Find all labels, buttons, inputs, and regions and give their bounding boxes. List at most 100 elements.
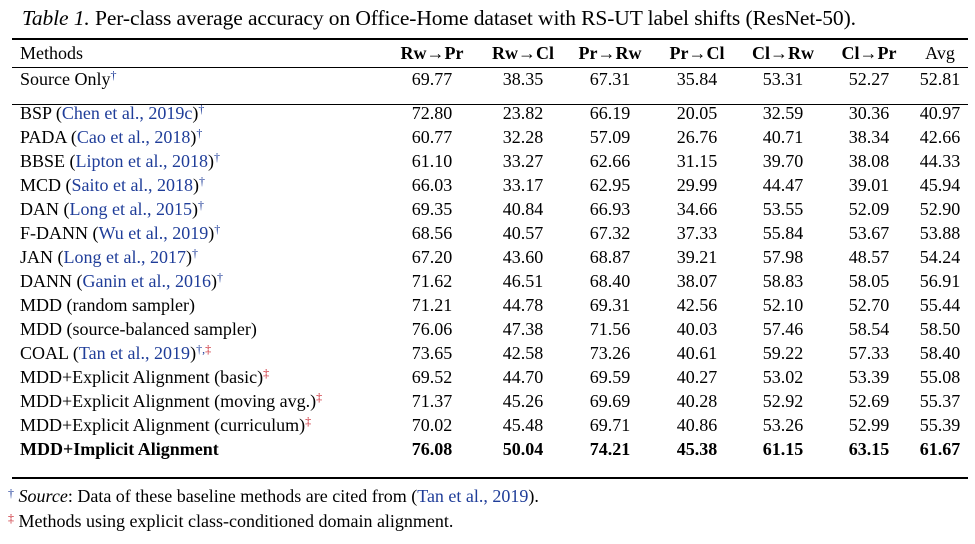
value-cell: 47.38 [502, 319, 544, 339]
value-cell: 52.92 [762, 391, 804, 411]
footnote-marks: † [198, 102, 204, 116]
col-header-avg: Avg [925, 43, 955, 63]
cite-close: ) [190, 127, 197, 147]
citation-link[interactable]: Saito et al., 2018 [71, 175, 193, 195]
value-cell: 52.27 [848, 69, 890, 89]
table-row: BSP (Chen et al., 2019c)† 72.80 23.82 66.19… [12, 101, 968, 125]
citation-link[interactable]: Lipton et al., 2018 [75, 151, 209, 171]
value-cell: 42.58 [502, 343, 544, 363]
value-cell: 40.61 [676, 343, 718, 363]
value-cell: 52.81 [919, 69, 961, 89]
value-cell: 45.94 [919, 175, 961, 195]
dagger-mark: † [198, 102, 205, 116]
citation-link[interactable]: Tan et al., 2019 [78, 343, 191, 363]
method-name-cell: DAN (Long et al., 2015)† [12, 197, 384, 221]
ddagger-mark: ‡ [316, 390, 323, 404]
footnote-explicit-text: Methods using explicit class-conditioned… [18, 511, 454, 531]
method-name-cell: DANN (Ganin et al., 2016)† [12, 269, 384, 293]
value-cell: 58.83 [762, 271, 804, 291]
cite-open: ( [63, 199, 70, 219]
value-cell: 42.56 [676, 295, 718, 315]
method-name-cell: MDD (source-balanced sampler) [12, 317, 384, 341]
method-name: MCD [20, 175, 66, 195]
table-row: MDD (random sampler) 71.21 44.78 69.31 42.56… [12, 293, 968, 317]
value-cell: 57.46 [762, 319, 804, 339]
value-cell: 58.54 [848, 319, 890, 339]
footnote-source-text: : Data of these baseline methods are cit… [67, 486, 418, 506]
citation-link[interactable]: Long et al., 2015 [69, 199, 192, 219]
value-cell: 66.93 [589, 199, 631, 219]
value-cell: 68.40 [589, 271, 631, 291]
footnote-marks: † [192, 246, 198, 260]
method-name: MDD+Explicit Alignment (curriculum) [20, 415, 306, 435]
col-header-rw-cl: Rw→Cl [492, 43, 554, 63]
value-cell: 54.24 [919, 247, 961, 267]
table-row: MDD+Explicit Alignment (basic)‡ 69.52 44.7… [12, 365, 968, 389]
footnote-source-cite[interactable]: Tan et al., 2019 [417, 486, 529, 506]
section-spacer [12, 91, 968, 101]
cite-open: ( [65, 175, 72, 195]
value-cell: 74.21 [589, 439, 631, 459]
value-cell: 48.57 [848, 247, 890, 267]
citation-link[interactable]: Long et al., 2017 [63, 247, 186, 267]
value-cell: 33.27 [502, 151, 544, 171]
value-cell: 39.01 [848, 175, 890, 195]
value-cell: 53.02 [762, 367, 804, 387]
footnote-marks: † [199, 174, 205, 188]
value-cell: 52.99 [848, 415, 890, 435]
dagger-mark: † [196, 342, 203, 356]
value-cell: 58.40 [919, 343, 961, 363]
dagger-mark: † [192, 246, 198, 260]
value-cell: 38.08 [848, 151, 890, 171]
cite-close: ) [208, 151, 215, 171]
value-cell: 29.99 [676, 175, 718, 195]
table-row: Source Only† 69.77 38.35 67.31 35.84 53.31 52.… [12, 67, 968, 91]
value-cell: 52.70 [848, 295, 890, 315]
value-cell: 62.66 [589, 151, 631, 171]
value-cell: 68.56 [411, 223, 453, 243]
table-row: MDD+Implicit Alignment 76.08 50.04 74.21 45.… [12, 437, 968, 461]
value-cell: 52.69 [848, 391, 890, 411]
citation-link[interactable]: Wu et al., 2019 [98, 223, 209, 243]
method-name: DAN [20, 199, 64, 219]
footnote-source-label: Source [18, 486, 68, 506]
value-cell: 68.87 [589, 247, 631, 267]
citation-link[interactable]: Ganin et al., 2016 [82, 271, 211, 291]
col-header-methods: Methods [20, 43, 83, 63]
value-cell: 45.38 [676, 439, 718, 459]
footnote-marks: † [110, 68, 116, 82]
value-cell: 66.03 [411, 175, 453, 195]
table-row: PADA (Cao et al., 2018)† 60.77 32.28 57.09 2… [12, 125, 968, 149]
method-name: MDD+Implicit Alignment [20, 439, 219, 459]
value-cell: 40.03 [676, 319, 718, 339]
value-cell: 61.67 [919, 439, 961, 459]
method-name: MDD (source-balanced sampler) [20, 319, 257, 339]
method-name: F-DANN [20, 223, 93, 243]
value-cell: 45.48 [502, 415, 544, 435]
method-name-cell: F-DANN (Wu et al., 2019)† [12, 221, 384, 245]
ddagger-mark: ‡ [263, 366, 270, 380]
value-cell: 40.27 [676, 367, 718, 387]
table-row: BBSE (Lipton et al., 2018)† 61.10 33.27 62.… [12, 149, 968, 173]
value-cell: 43.60 [502, 247, 544, 267]
value-cell: 71.21 [411, 295, 453, 315]
cite-open: ( [69, 151, 76, 171]
footnote-marks: †,‡ [196, 342, 211, 356]
footnote-marks: † [214, 222, 220, 236]
value-cell: 40.57 [502, 223, 544, 243]
value-cell: 38.34 [848, 127, 890, 147]
value-cell: 40.97 [919, 103, 961, 123]
value-cell: 32.28 [502, 127, 544, 147]
value-cell: 76.06 [411, 319, 453, 339]
value-cell: 57.33 [848, 343, 890, 363]
value-cell: 62.95 [589, 175, 631, 195]
citation-link[interactable]: Chen et al., 2019c [61, 103, 193, 123]
method-name: Source Only [20, 69, 111, 89]
value-cell: 50.04 [502, 439, 544, 459]
citation-link[interactable]: Cao et al., 2018 [76, 127, 191, 147]
cite-close: ) [190, 343, 197, 363]
method-name-cell: MDD (random sampler) [12, 293, 384, 317]
value-cell: 69.59 [589, 367, 631, 387]
value-cell: 44.33 [919, 151, 961, 171]
col-header-cl-rw: Cl→Rw [752, 43, 814, 63]
